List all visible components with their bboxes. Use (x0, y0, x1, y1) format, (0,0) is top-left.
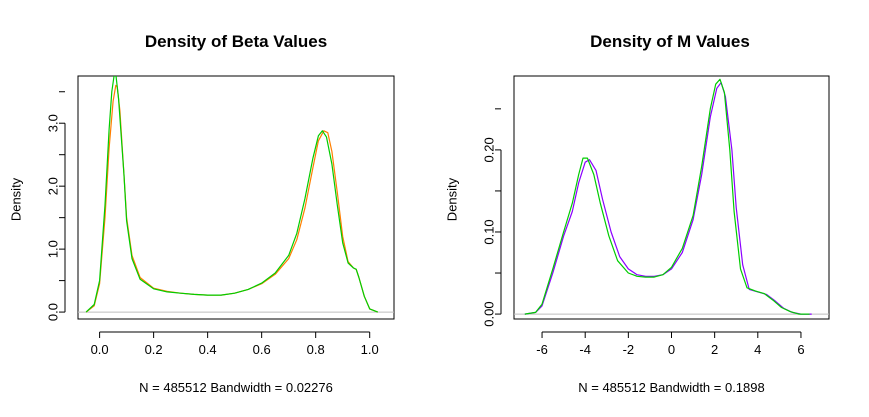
y-tick-label: 1.0 (46, 240, 61, 258)
y-tick-label: 0.0 (46, 303, 61, 321)
x-axis-label: N = 485512 Bandwidth = 0.1898 (578, 380, 764, 395)
x-tick-label: 0 (668, 342, 675, 357)
density-curve-1 (85, 84, 379, 313)
x-tick-label: 6 (797, 342, 804, 357)
plot-frame (513, 75, 830, 320)
x-tick-label: 0.2 (145, 342, 163, 357)
density-curve-2 (524, 78, 810, 315)
y-tick-label: 0.20 (482, 137, 497, 162)
x-tick-label: 0.8 (307, 342, 325, 357)
y-tick-label: 0.10 (482, 219, 497, 244)
x-axis-label: N = 485512 Bandwidth = 0.02276 (139, 380, 333, 395)
x-tick-label: 0.4 (199, 342, 217, 357)
x-tick-label: 0.0 (91, 342, 109, 357)
beta-density-panel: Density of Beta Values 0.0 0.2 0.4 0.6 0.8 1.0… (9, 32, 395, 395)
y-axis-label: Density (445, 177, 460, 221)
plot-frame (77, 75, 395, 320)
m-density-panel: Density of M Values -6 -4 -2 0 2 4 6 0.00 0.10 0.2… (445, 32, 830, 395)
x-tick-label: -4 (579, 342, 591, 357)
chart-title: Density of M Values (590, 32, 750, 51)
density-curve-2 (85, 76, 379, 313)
y-tick-label: 2.0 (46, 177, 61, 195)
x-tick-label: 2 (711, 342, 718, 357)
x-tick-label: 1.0 (361, 342, 379, 357)
chart-title: Density of Beta Values (145, 32, 327, 51)
x-tick-label: -6 (536, 342, 548, 357)
x-tick-label: -2 (623, 342, 635, 357)
y-tick-label: 0.00 (482, 301, 497, 326)
y-tick-label: 3.0 (46, 114, 61, 132)
x-tick-label: 4 (754, 342, 761, 357)
y-axis-label: Density (9, 177, 24, 221)
x-tick-label: 0.6 (253, 342, 271, 357)
density-curve-1 (524, 81, 812, 315)
